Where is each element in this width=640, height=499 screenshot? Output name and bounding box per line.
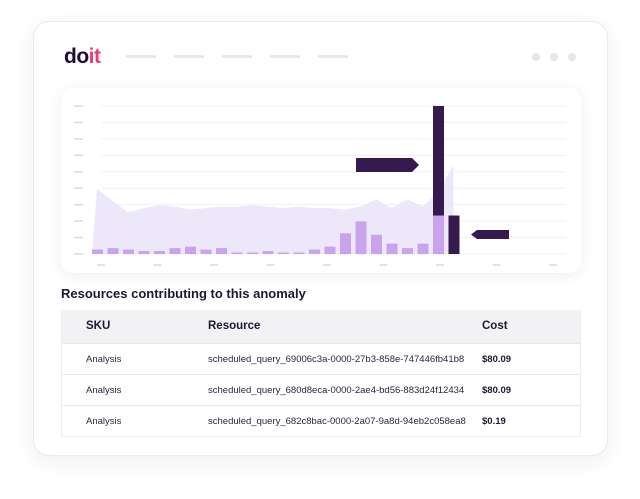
anomaly-chart <box>74 105 566 266</box>
table-row[interactable]: Analysis scheduled_query_682c8bac-0000-2… <box>62 405 580 436</box>
bar <box>402 248 413 254</box>
section-title: Resources contributing to this anomaly <box>61 286 306 301</box>
bar <box>231 252 243 254</box>
nav-placeholder-1[interactable] <box>126 55 156 58</box>
bar <box>138 251 150 254</box>
bar <box>185 246 196 254</box>
nav-placeholder-4[interactable] <box>270 55 300 58</box>
bar <box>324 246 336 254</box>
expected-range-area <box>92 165 454 254</box>
cell-cost: $80.09 <box>482 385 512 396</box>
bar <box>169 248 181 254</box>
bar <box>123 249 134 254</box>
header-sku[interactable]: SKU <box>86 320 111 332</box>
bar <box>386 243 398 254</box>
bar <box>293 252 305 254</box>
nav-placeholder-2[interactable] <box>174 55 204 58</box>
bar <box>355 221 367 254</box>
cell-resource: scheduled_query_69006c3a-0000-27b3-858e-… <box>208 354 465 365</box>
cell-sku: Analysis <box>86 385 122 396</box>
bar <box>309 249 320 254</box>
cell-cost: $0.19 <box>482 416 506 427</box>
bar <box>154 251 165 254</box>
anomaly-bar <box>448 215 460 254</box>
nav-placeholder-3[interactable] <box>222 55 252 58</box>
window-dot-3 <box>568 53 576 61</box>
window-dot-2 <box>550 53 558 61</box>
table-row[interactable]: Analysis scheduled_query_680d8eca-0000-2… <box>62 374 580 405</box>
app-window: doit Resources contributing to this anom… <box>33 21 608 456</box>
bar <box>200 249 212 254</box>
cell-resource: scheduled_query_682c8bac-0000-2a07-9a8d-… <box>208 416 466 427</box>
bar <box>417 243 429 254</box>
bar <box>107 248 119 254</box>
anomaly-chart-card <box>61 88 581 273</box>
bar <box>433 215 444 254</box>
cell-sku: Analysis <box>86 416 122 427</box>
bar <box>216 248 227 254</box>
table-header: SKU Resource Cost <box>62 310 580 343</box>
window-dot-1 <box>532 53 540 61</box>
anomaly-flag-large <box>356 158 419 172</box>
cell-resource: scheduled_query_680d8eca-0000-2ae4-bd56-… <box>208 385 465 396</box>
cell-sku: Analysis <box>86 354 122 365</box>
header-cost[interactable]: Cost <box>482 320 508 332</box>
resources-table: SKU Resource Cost Analysis scheduled_que… <box>61 310 581 437</box>
nav-placeholder-5[interactable] <box>318 55 348 58</box>
cell-cost: $80.09 <box>482 354 512 365</box>
table-row[interactable]: Analysis scheduled_query_69006c3a-0000-2… <box>62 343 580 374</box>
bar <box>262 251 274 254</box>
bar <box>340 233 351 254</box>
bar <box>92 249 103 254</box>
anomaly-bar <box>433 106 444 216</box>
anomaly-flag-small <box>471 230 509 239</box>
bar <box>278 252 289 254</box>
doit-logo[interactable]: doit <box>64 45 101 68</box>
header-resource[interactable]: Resource <box>208 320 261 332</box>
bar <box>247 252 258 254</box>
bar <box>371 234 382 254</box>
